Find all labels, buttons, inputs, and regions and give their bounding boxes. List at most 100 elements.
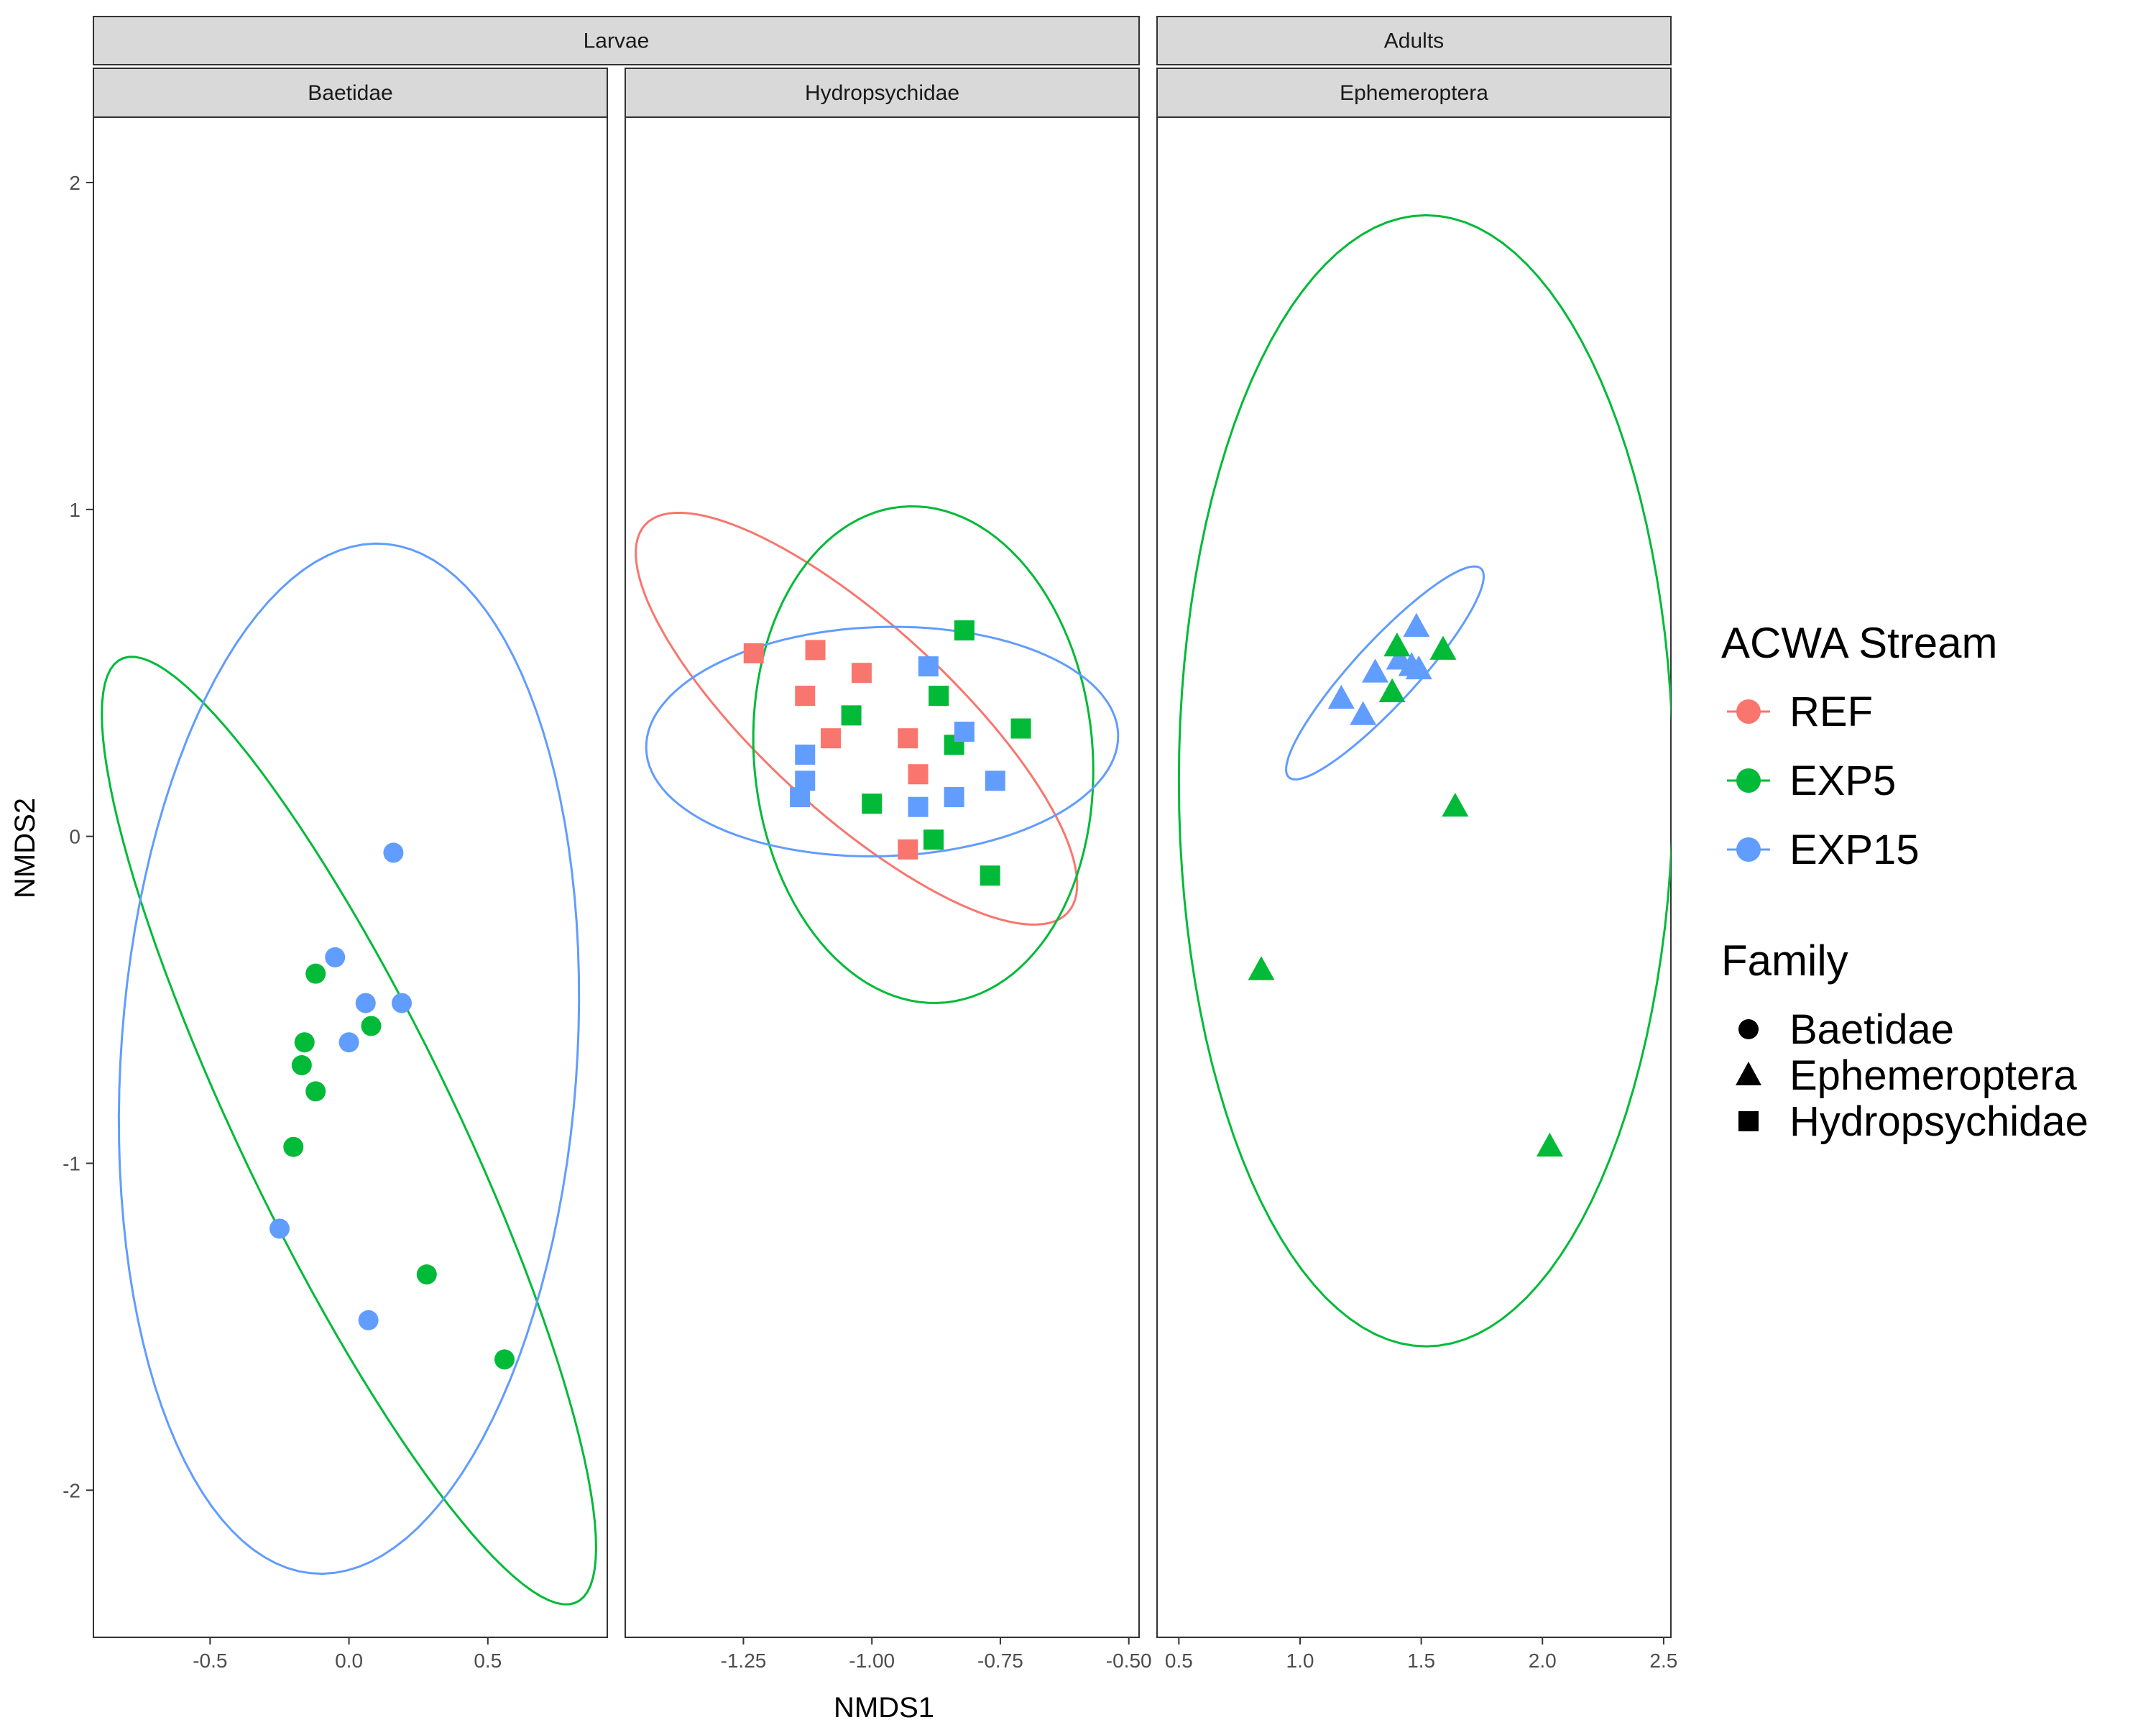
point-exp15 <box>325 947 346 967</box>
y-tick-label: -1 <box>63 1152 80 1174</box>
y-tick-label: -2 <box>63 1479 80 1501</box>
legend-label: EXP15 <box>1789 827 1920 873</box>
legend-key-dot <box>1736 699 1761 724</box>
point-exp15 <box>338 1032 359 1053</box>
legend-label: REF <box>1789 689 1873 735</box>
strip-ephemeroptera-box <box>1156 68 1672 118</box>
point-ref <box>795 686 816 707</box>
ellipse-exp5 <box>101 656 597 1606</box>
point-exp5 <box>294 1032 315 1053</box>
x-tick-label: -0.75 <box>977 1650 1023 1672</box>
point-exp15 <box>795 744 816 765</box>
x-tick-label: -0.5 <box>193 1650 227 1672</box>
point-exp15 <box>1327 684 1355 709</box>
point-exp5 <box>1248 956 1275 980</box>
y-axis-title: NMDS2 <box>9 798 41 898</box>
point-exp15 <box>944 787 964 808</box>
strip-baetidae-label: Baetidae <box>308 81 392 105</box>
point-exp15 <box>1362 658 1389 683</box>
x-axis-title: NMDS1 <box>834 1692 934 1724</box>
point-exp5 <box>361 1016 382 1036</box>
point-exp15 <box>392 993 412 1013</box>
legend-key-square <box>1738 1111 1759 1131</box>
point-exp15 <box>358 1310 379 1330</box>
point-exp5 <box>1536 1132 1563 1157</box>
legend-label: Baetidae <box>1789 1006 1954 1053</box>
point-exp5 <box>416 1264 437 1285</box>
legend-item-exp5: EXP5 <box>1727 758 1896 804</box>
point-exp15 <box>1403 612 1430 637</box>
y-tick-label: 0 <box>69 826 80 848</box>
point-exp5 <box>1010 718 1031 739</box>
legend-key-dot <box>1736 837 1761 862</box>
legend-key-triangle <box>1736 1062 1761 1085</box>
ellipse-exp5 <box>1177 213 1671 1348</box>
x-tick-label: 0.5 <box>474 1650 502 1672</box>
point-exp5 <box>1378 678 1406 702</box>
panel-ephemeroptera-x-axis: 0.5 1.0 1.5 2.0 2.5 <box>1165 1637 1677 1672</box>
point-exp15 <box>908 796 929 817</box>
strip-larvae-label: Larvae <box>584 29 650 53</box>
panel-baetidae-border <box>93 116 608 1638</box>
point-exp5 <box>1383 632 1411 657</box>
legend-item-baetidae: Baetidae <box>1738 1006 1954 1053</box>
point-exp5 <box>1429 635 1457 660</box>
panel-ephemeroptera-border <box>1156 116 1672 1638</box>
panel-ephemeroptera-points <box>1248 612 1563 1157</box>
panel-ephemeroptera: Ephemeroptera 0.5 1.0 1.5 2.0 2.5 <box>1156 68 1677 1672</box>
panel-baetidae-points <box>269 842 515 1370</box>
point-exp15 <box>1405 655 1432 680</box>
x-tick-label: -0.50 <box>1106 1650 1152 1672</box>
x-tick-label: 2.0 <box>1529 1650 1557 1672</box>
y-axis: 2 1 0 -1 -2 <box>63 172 93 1501</box>
point-ref <box>908 764 929 785</box>
point-exp5 <box>923 829 944 850</box>
legend-label: Ephemeroptera <box>1789 1052 2078 1099</box>
point-exp5 <box>841 705 862 726</box>
strip-larvae-box <box>93 16 1140 65</box>
panel-hydropsychidae-points <box>743 620 1031 886</box>
point-exp5 <box>929 686 949 707</box>
point-exp15 <box>918 656 939 677</box>
x-tick-label: 1.5 <box>1407 1650 1435 1672</box>
point-exp15 <box>269 1218 290 1239</box>
legend-key-circle <box>1738 1019 1759 1039</box>
ellipse-exp5 <box>752 505 1095 1004</box>
x-tick-label: 0.5 <box>1165 1650 1193 1672</box>
strip-hydropsychidae-box <box>625 68 1140 118</box>
point-ref <box>743 643 764 663</box>
x-tick-label: -1.00 <box>849 1650 895 1672</box>
panel-baetidae-x-axis: -0.5 0.0 0.5 <box>193 1637 502 1672</box>
legend-color-title: ACWA Stream <box>1721 619 1998 667</box>
legend-label: Hydropsychidae <box>1789 1098 2088 1145</box>
point-ref <box>805 640 826 661</box>
legend: ACWA Stream REF EXP5 EXP15 Family BaetidaeEph… <box>1721 619 2088 1145</box>
panel-hydropsychidae-x-axis: -1.25 -1.00 -0.75 -0.50 <box>721 1637 1152 1672</box>
ellipse-exp15 <box>117 542 581 1576</box>
point-exp5 <box>862 794 883 814</box>
strip-adults-label: Adults <box>1384 29 1444 53</box>
point-exp15 <box>790 787 811 808</box>
point-ref <box>898 839 918 860</box>
point-exp5 <box>305 963 326 984</box>
ellipse-exp15 <box>645 625 1120 857</box>
point-ref <box>898 728 918 749</box>
point-exp15 <box>954 722 975 742</box>
facet-panels: Larvae Adults Baetidae -0.5 0.0 0.5 Hydropsych… <box>93 16 1677 1672</box>
point-exp5 <box>494 1349 515 1370</box>
y-tick-label: 1 <box>69 499 80 521</box>
point-exp5 <box>1442 792 1469 817</box>
x-tick-label: 2.5 <box>1649 1650 1677 1672</box>
point-exp15 <box>383 842 404 863</box>
legend-item-exp15: EXP15 <box>1727 827 1920 873</box>
strip-adults-box <box>1156 16 1672 65</box>
ellipse-ref <box>635 512 1079 926</box>
panel-hydropsychidae-ellipses <box>635 505 1120 1004</box>
point-exp5 <box>980 865 1000 886</box>
panel-baetidae-ellipses <box>101 542 597 1606</box>
point-exp5 <box>954 620 975 641</box>
point-exp5 <box>291 1055 312 1076</box>
point-exp15 <box>985 770 1005 791</box>
legend-key-dot <box>1736 768 1761 793</box>
